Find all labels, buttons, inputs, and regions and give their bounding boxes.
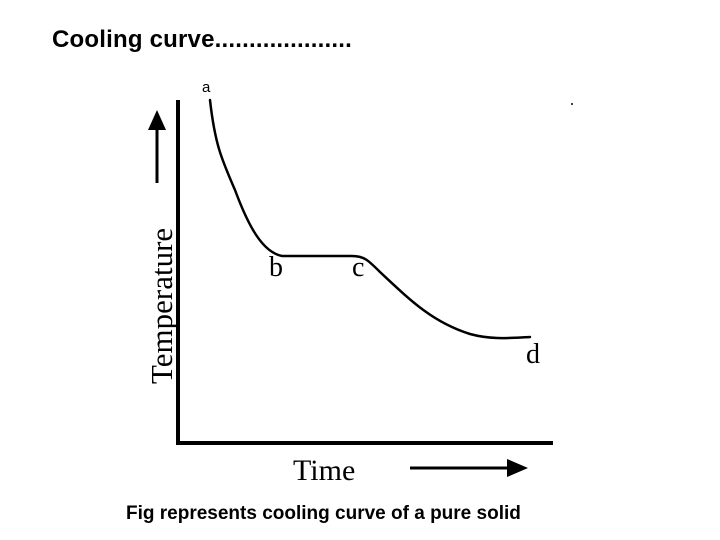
figure-caption: Fig represents cooling curve of a pure s… (126, 503, 521, 524)
point-label-b: b (269, 252, 283, 283)
x-axis-label: Time (293, 454, 355, 487)
y-axis-label: Temperature (144, 228, 179, 384)
point-label-a: a (202, 79, 211, 96)
slide-title: Cooling curve.................... (52, 26, 352, 53)
point-label-d: d (526, 339, 540, 370)
point-label-c: c (352, 252, 364, 283)
temperature-arrow-icon (148, 110, 166, 183)
time-arrow-icon (410, 459, 528, 477)
cooling-curve-line (208, 98, 532, 340)
stray-dot (571, 103, 573, 105)
